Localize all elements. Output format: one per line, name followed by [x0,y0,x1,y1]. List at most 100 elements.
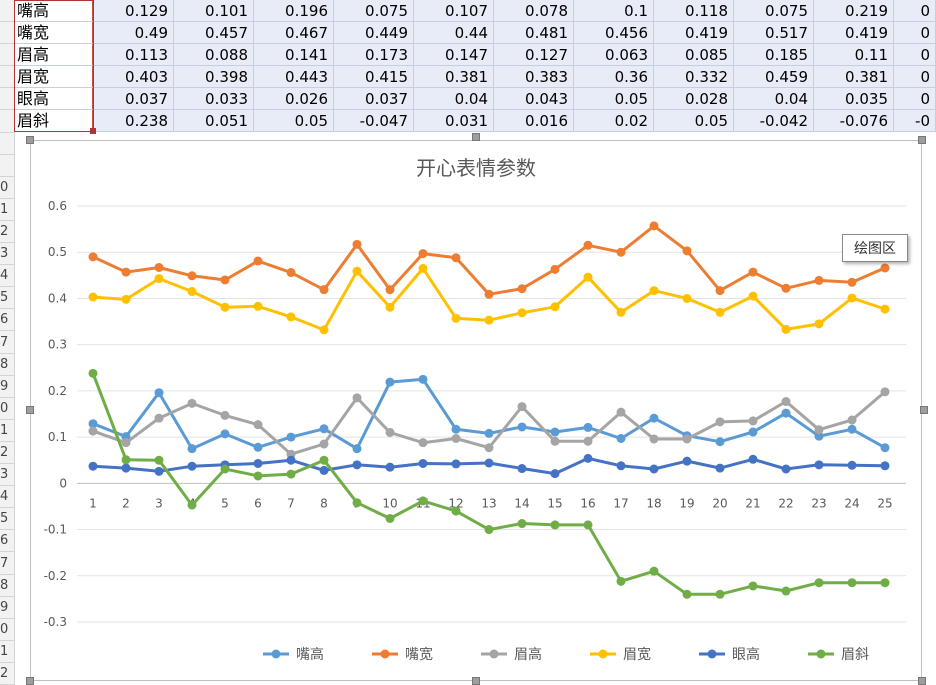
table-cell[interactable]: 0 [894,22,936,44]
table-cell[interactable]: 0.02 [574,110,654,132]
row-number[interactable] [0,0,14,22]
row-number[interactable] [0,88,14,111]
table-cell[interactable]: 0.028 [654,88,734,110]
row-number[interactable]: 2 [0,663,14,685]
row-label-cell[interactable]: 嘴高 [14,0,94,22]
row-number[interactable]: 9 [0,376,14,398]
table-cell[interactable]: 0 [894,66,936,88]
table-cell[interactable]: 0.419 [654,22,734,44]
row-number[interactable] [0,155,14,177]
row-number[interactable] [0,22,14,45]
table-cell[interactable]: 0.031 [414,110,494,132]
table-cell[interactable]: 0.219 [814,0,894,22]
table-cell[interactable]: 0.419 [814,22,894,44]
row-number[interactable]: 8 [0,354,14,376]
row-number[interactable]: 2 [0,442,14,464]
row-number[interactable]: 0 [0,177,14,199]
row-number[interactable]: 7 [0,553,14,575]
table-cell[interactable]: 0.037 [94,88,174,110]
table-cell[interactable]: 0.051 [174,110,254,132]
table-cell[interactable]: 0.026 [254,88,334,110]
table-cell[interactable]: 0.481 [494,22,574,44]
row-number[interactable]: 7 [0,332,14,354]
table-cell[interactable]: 0.173 [334,44,414,66]
table-cell[interactable]: 0.05 [574,88,654,110]
table-cell[interactable]: 0.49 [94,22,174,44]
chart-resize-handle-bottom-right[interactable] [918,677,926,685]
table-cell[interactable]: -0.076 [814,110,894,132]
row-label-cell[interactable]: 眉斜 [14,110,94,132]
table-cell[interactable]: 0 [894,88,936,110]
table-cell[interactable]: 0.456 [574,22,654,44]
table-cell[interactable]: 0.127 [494,44,574,66]
table-cell[interactable]: 0.238 [94,110,174,132]
table-cell[interactable]: 0.05 [254,110,334,132]
row-number[interactable]: 0 [0,398,14,420]
row-number[interactable]: 2 [0,221,14,243]
row-number[interactable] [0,111,14,133]
row-number[interactable]: 0 [0,619,14,641]
row-number[interactable]: 3 [0,243,14,266]
table-cell[interactable]: 0.075 [334,0,414,22]
table-cell[interactable]: 0.088 [174,44,254,66]
table-cell[interactable]: 0.415 [334,66,414,88]
table-cell[interactable]: 0.078 [494,0,574,22]
table-cell[interactable]: 0.383 [494,66,574,88]
row-label-cell[interactable]: 眼高 [14,88,94,110]
table-cell[interactable]: -0.042 [734,110,814,132]
table-cell[interactable]: 0.459 [734,66,814,88]
table-cell[interactable]: 0.113 [94,44,174,66]
table-cell[interactable]: 0.381 [414,66,494,88]
row-number[interactable] [0,133,14,155]
table-cell[interactable]: 0.107 [414,0,494,22]
table-cell[interactable]: 0.033 [174,88,254,110]
table-cell[interactable]: 0.016 [494,110,574,132]
table-cell[interactable]: 0.381 [814,66,894,88]
table-cell[interactable]: 0.36 [574,66,654,88]
table-cell[interactable]: 0.04 [734,88,814,110]
row-number[interactable]: 3 [0,464,14,487]
table-cell[interactable]: 0.118 [654,0,734,22]
row-number[interactable] [0,44,14,67]
row-label-cell[interactable]: 嘴宽 [14,22,94,44]
chart-resize-handle-top-right[interactable] [918,136,926,144]
chart-resize-handle-middle-right[interactable] [920,406,928,414]
row-number[interactable]: 4 [0,265,14,288]
row-label-cell[interactable]: 眉高 [14,44,94,66]
row-number[interactable]: 8 [0,575,14,597]
table-cell[interactable]: 0 [894,44,936,66]
table-cell[interactable]: 0 [894,0,936,22]
table-cell[interactable]: 0.332 [654,66,734,88]
chart-resize-handle-bottom-left[interactable] [26,677,34,685]
row-number[interactable]: 1 [0,199,14,221]
table-cell[interactable]: -0 [894,110,936,132]
table-cell[interactable]: 0.517 [734,22,814,44]
table-cell[interactable]: 0.398 [174,66,254,88]
table-cell[interactable]: 0.085 [654,44,734,66]
table-cell[interactable]: 0.037 [334,88,414,110]
chart-area[interactable]: 开心表情参数 0.6 0.5 0.4 0.3 0.2 0.1 0 -0.1 -0.2 -0.3 1 2 3… [30,140,922,681]
table-cell[interactable]: 0.063 [574,44,654,66]
table-cell[interactable]: 0.141 [254,44,334,66]
table-cell[interactable]: 0.05 [654,110,734,132]
table-cell[interactable]: 0.403 [94,66,174,88]
row-number[interactable]: 5 [0,287,14,310]
row-label-cell[interactable]: 眉宽 [14,66,94,88]
table-cell[interactable]: 0.101 [174,0,254,22]
table-cell[interactable]: 0.04 [414,88,494,110]
chart-resize-handle-top-middle[interactable] [472,133,480,141]
row-number[interactable]: 9 [0,597,14,619]
table-cell[interactable]: 0.443 [254,66,334,88]
table-cell[interactable]: 0.11 [814,44,894,66]
chart-resize-handle-middle-left[interactable] [26,406,34,414]
table-cell[interactable]: 0.457 [174,22,254,44]
selection-fill-handle[interactable] [90,128,96,134]
row-number[interactable]: 5 [0,508,14,531]
table-cell[interactable]: 0.043 [494,88,574,110]
table-cell[interactable]: 0.196 [254,0,334,22]
table-cell[interactable]: -0.047 [334,110,414,132]
table-cell[interactable]: 0.147 [414,44,494,66]
table-cell[interactable]: 0.075 [734,0,814,22]
table-cell[interactable]: 0.129 [94,0,174,22]
chart-resize-handle-top-left[interactable] [26,136,34,144]
